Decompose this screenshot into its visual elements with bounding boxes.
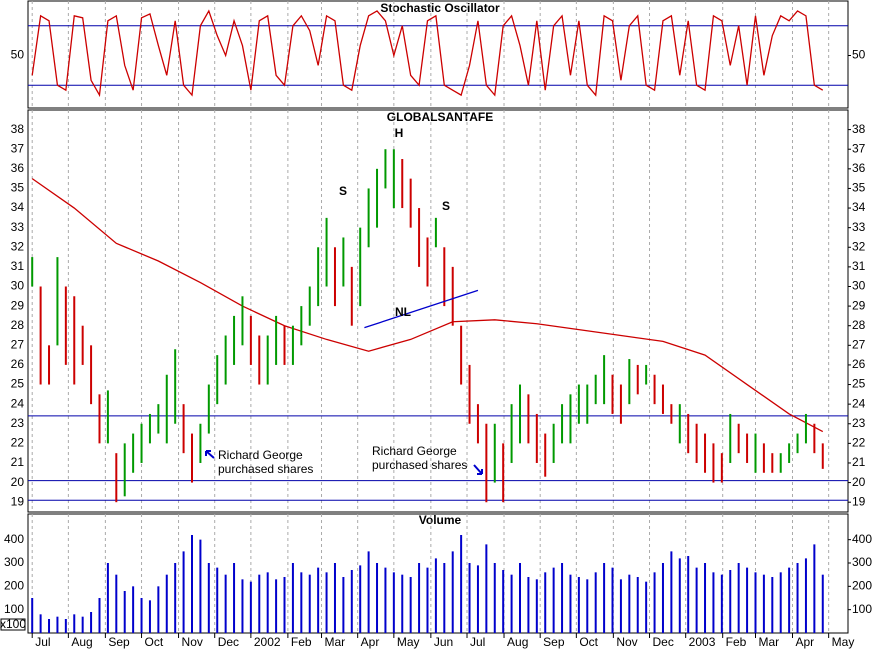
x-tick-label: Nov [182,635,203,649]
stoch-tick-label: 50 [11,48,25,62]
x-tick-label: Jun [434,635,453,649]
y-tick-label: 38 [852,122,866,136]
x-tick-label: May [397,635,420,649]
x-tick-label: Apr [795,635,814,649]
y-tick-label: 37 [11,141,25,155]
volume-frame [27,513,849,634]
x-tick-label: Jul [35,635,50,649]
y-tick-label: 27 [852,337,866,351]
x-tick-label: Jul [470,635,485,649]
chart-title: GLOBALSANTAFE [387,110,493,124]
y-tick-label: 20 [852,475,866,489]
y-tick-label: 27 [11,337,25,351]
y-tick-label: 25 [11,377,25,391]
y-tick-label: 22 [852,436,866,450]
y-tick-label: 31 [852,259,866,273]
y-tick-label: 37 [852,141,866,155]
y-tick-label: 24 [11,396,25,410]
y-tick-label: 34 [11,200,25,214]
y-tick-label: 36 [852,161,866,175]
y-tick-label: 22 [11,436,25,450]
volume-title: Volume [419,513,462,527]
y-tick-label: 33 [11,220,25,234]
stoch-frame [27,0,849,109]
volume-tick-label: 100 [852,602,872,616]
y-tick-label: 30 [11,279,25,293]
unit-label: x100 [0,617,26,631]
stoch-tick-label: 50 [852,48,866,62]
x-tick-label: Mar [325,635,346,649]
x-tick-label: Mar [758,635,779,649]
y-tick-label: 19 [852,494,866,508]
y-tick-label: 25 [852,377,866,391]
x-tick-label: Aug [71,635,92,649]
y-tick-label: 34 [852,200,866,214]
y-tick-label: 30 [852,279,866,293]
y-tick-label: 32 [852,239,866,253]
x-tick-label: Feb [726,635,747,649]
x-tick-label: Dec [218,635,239,649]
volume-tick-label: 400 [852,532,872,546]
annotation: S [339,184,347,198]
x-tick-label: Feb [291,635,312,649]
y-tick-label: 28 [852,318,866,332]
x-tick-label: Oct [579,635,598,649]
arrow [473,464,483,475]
price-frame [27,109,849,513]
annotation: H [395,126,404,140]
y-tick-label: 21 [852,455,866,469]
unit-box [0,618,26,631]
annotation: Richard George [218,448,303,462]
moving-average [31,178,824,433]
y-tick-label: 38 [11,122,25,136]
x-tick-label: Dec [653,635,674,649]
volume-tick-label: 400 [4,532,24,546]
x-tick-label: Sep [543,635,565,649]
y-tick-label: 26 [11,357,25,371]
arrow [205,450,215,459]
stoch-line [31,9,824,98]
volume-tick-label: 100 [4,602,24,616]
stoch-title: Stochastic Oscillator [380,1,500,15]
y-tick-label: 21 [11,455,25,469]
y-tick-label: 35 [852,181,866,195]
annotation: purchased shares [372,458,467,472]
y-tick-label: 29 [11,298,25,312]
annotation: Richard George [372,444,457,458]
volume-tick-label: 200 [852,579,872,593]
y-tick-label: 19 [11,494,25,508]
x-tick-label: 2002 [254,635,281,649]
volume-tick-label: 300 [4,555,24,569]
annotation: NL [395,305,411,319]
y-tick-label: 20 [11,475,25,489]
y-tick-label: 32 [11,239,25,253]
y-tick-label: 31 [11,259,25,273]
annotation: purchased shares [218,462,313,476]
x-tick-label: Aug [507,635,528,649]
y-tick-label: 24 [852,396,866,410]
x-tick-label: Sep [108,635,130,649]
y-tick-label: 29 [852,298,866,312]
x-tick-label: May [832,635,855,649]
x-tick-label: Nov [616,635,637,649]
volume-tick-label: 300 [852,555,872,569]
y-tick-label: 23 [11,416,25,430]
annotation: S [442,199,450,213]
y-tick-label: 35 [11,181,25,195]
volume-tick-label: 200 [4,579,24,593]
y-tick-label: 28 [11,318,25,332]
y-tick-label: 26 [852,357,866,371]
x-tick-label: 2003 [689,635,716,649]
y-tick-label: 36 [11,161,25,175]
x-tick-label: Oct [145,635,164,649]
neckline [364,289,479,329]
y-tick-label: 33 [852,220,866,234]
y-tick-label: 23 [852,416,866,430]
x-tick-label: Apr [361,635,380,649]
